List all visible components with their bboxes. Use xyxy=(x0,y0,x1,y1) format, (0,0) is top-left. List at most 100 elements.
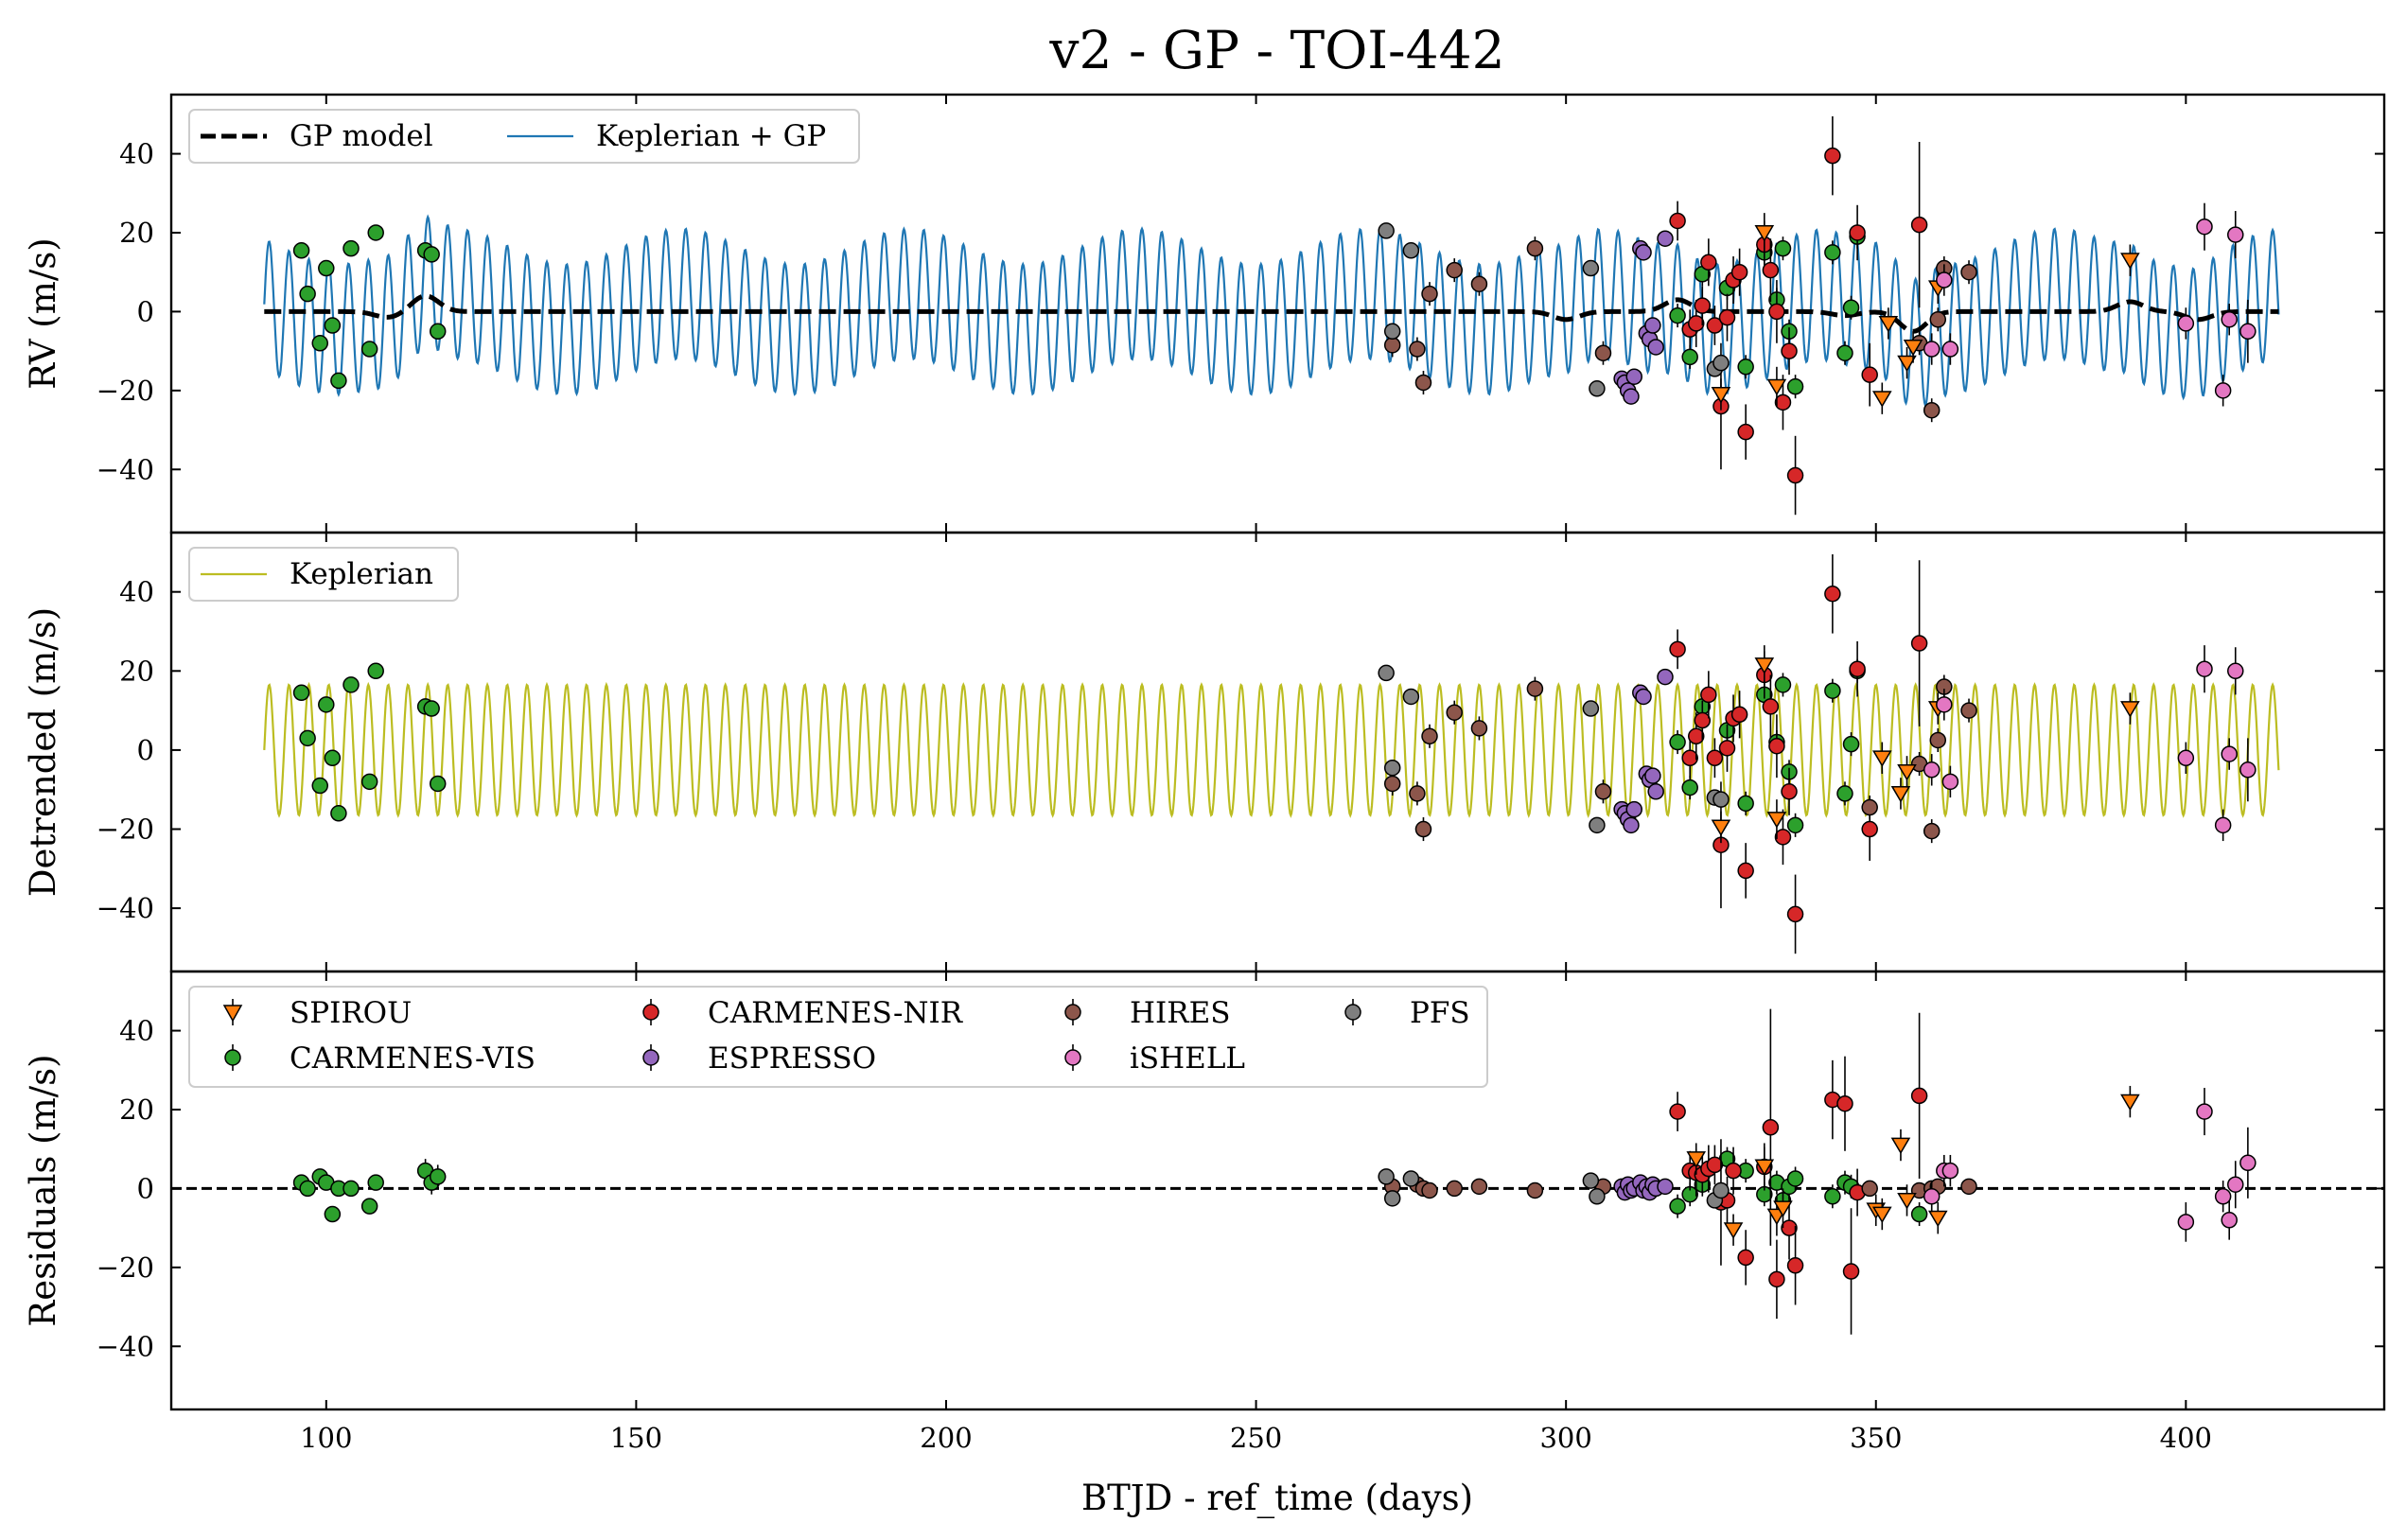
series-spirou xyxy=(1711,213,2140,414)
series-espresso xyxy=(1613,230,1674,405)
data-point xyxy=(1730,706,1748,724)
data-point xyxy=(2221,311,2238,328)
data-point xyxy=(1762,698,1780,715)
legend-label-spirou: SPIROU xyxy=(290,996,412,1030)
data-point xyxy=(1383,1190,1401,1207)
data-point xyxy=(1623,388,1640,405)
data-point xyxy=(1402,242,1420,259)
data-point xyxy=(2239,323,2257,341)
series-carmenes-nir xyxy=(1669,553,1928,954)
data-point xyxy=(1526,239,1544,257)
data-point xyxy=(1647,783,1664,800)
data-point xyxy=(1781,342,1798,359)
data-point xyxy=(1774,829,1792,846)
data-point xyxy=(1871,1206,1892,1224)
y-tick-label: −40 xyxy=(97,892,154,924)
data-point xyxy=(1378,664,1395,682)
keplerian-line xyxy=(263,681,2280,818)
data-point xyxy=(2227,662,2244,680)
data-point xyxy=(1774,239,1792,257)
data-point xyxy=(367,1174,384,1191)
data-point xyxy=(311,335,328,352)
data-point xyxy=(1836,1094,1853,1112)
series-pfs xyxy=(1378,664,1730,834)
data-point xyxy=(1737,423,1754,441)
panels: −40 −20 0 20 40 RV (m/s) GP model Keplerian + G… xyxy=(23,93,2386,1454)
data-point xyxy=(1681,348,1698,366)
legend-box xyxy=(188,986,1488,1088)
data-point xyxy=(1737,795,1754,813)
series-ishell xyxy=(1923,202,2257,407)
legend: GP model Keplerian + GP xyxy=(188,109,860,164)
data-point xyxy=(1414,374,1432,392)
data-point xyxy=(1470,275,1488,292)
data-point xyxy=(1941,773,1959,791)
data-point xyxy=(423,700,440,717)
data-point xyxy=(1929,731,1947,749)
data-point xyxy=(1773,1200,1793,1217)
data-point xyxy=(1941,341,1959,358)
data-point xyxy=(2239,761,2257,779)
panel-top: −40 −20 0 20 40 RV (m/s) GP model Keplerian + G… xyxy=(23,93,2386,534)
series-espresso xyxy=(1613,1174,1674,1201)
data-point xyxy=(1768,737,1785,755)
data-point xyxy=(1446,1180,1463,1198)
figure-title: v2 - GP - TOI-442 xyxy=(1048,20,1504,80)
data-point xyxy=(1960,702,1977,719)
data-point xyxy=(1960,263,1977,281)
data-point xyxy=(1706,749,1724,767)
legend-marker xyxy=(642,1049,659,1066)
data-point xyxy=(1762,1119,1780,1136)
series-pfs xyxy=(1378,1168,1730,1209)
data-point xyxy=(1700,254,1717,271)
data-point xyxy=(1589,816,1606,834)
plot-area xyxy=(171,1008,2384,1335)
legend: SPIROU CARMENES-NIR HIRES PFS CARMENES-VIS ES… xyxy=(188,986,1488,1088)
data-point xyxy=(1723,1222,1744,1239)
legend-marker xyxy=(1344,1004,1361,1021)
x-tick-label: 200 xyxy=(920,1422,972,1454)
data-point xyxy=(1625,368,1642,385)
data-point xyxy=(1768,1270,1785,1288)
data-point xyxy=(1861,1180,1878,1198)
data-point xyxy=(1923,822,1941,840)
data-point xyxy=(1470,1178,1488,1196)
data-point xyxy=(299,285,316,303)
data-point xyxy=(324,1205,342,1223)
y-tick-label: 0 xyxy=(137,1172,154,1204)
data-point xyxy=(1623,816,1640,834)
data-point xyxy=(1923,401,1941,419)
data-point xyxy=(1582,1172,1600,1189)
data-point xyxy=(1712,791,1730,808)
data-point xyxy=(429,1168,447,1185)
data-point xyxy=(1589,380,1606,397)
data-point xyxy=(1849,224,1866,241)
data-point xyxy=(1383,323,1401,341)
legend-label-carmenes-vis: CARMENES-VIS xyxy=(290,1041,536,1076)
data-point xyxy=(1836,344,1853,361)
data-point xyxy=(1786,816,1804,834)
data-point xyxy=(1861,798,1878,816)
legend-kep-label: Keplerian xyxy=(290,557,433,591)
data-point xyxy=(1923,1188,1941,1205)
data-point xyxy=(1897,1192,1917,1210)
data-point xyxy=(292,242,310,259)
data-point xyxy=(1712,354,1730,372)
data-point xyxy=(1903,340,1923,357)
data-point xyxy=(318,259,335,277)
data-point xyxy=(1824,147,1841,165)
data-point xyxy=(429,323,447,341)
data-point xyxy=(1694,711,1712,729)
data-point xyxy=(1594,344,1612,361)
y-tick-label: −20 xyxy=(97,814,154,846)
legend-box xyxy=(188,547,459,602)
data-point xyxy=(1936,696,1953,713)
data-point xyxy=(1694,297,1712,314)
data-point xyxy=(1378,1168,1395,1185)
data-point xyxy=(1712,1181,1730,1199)
legend-marker xyxy=(224,1049,241,1066)
data-point xyxy=(1635,244,1652,261)
data-point xyxy=(1737,1249,1754,1267)
data-point xyxy=(2120,701,2140,718)
